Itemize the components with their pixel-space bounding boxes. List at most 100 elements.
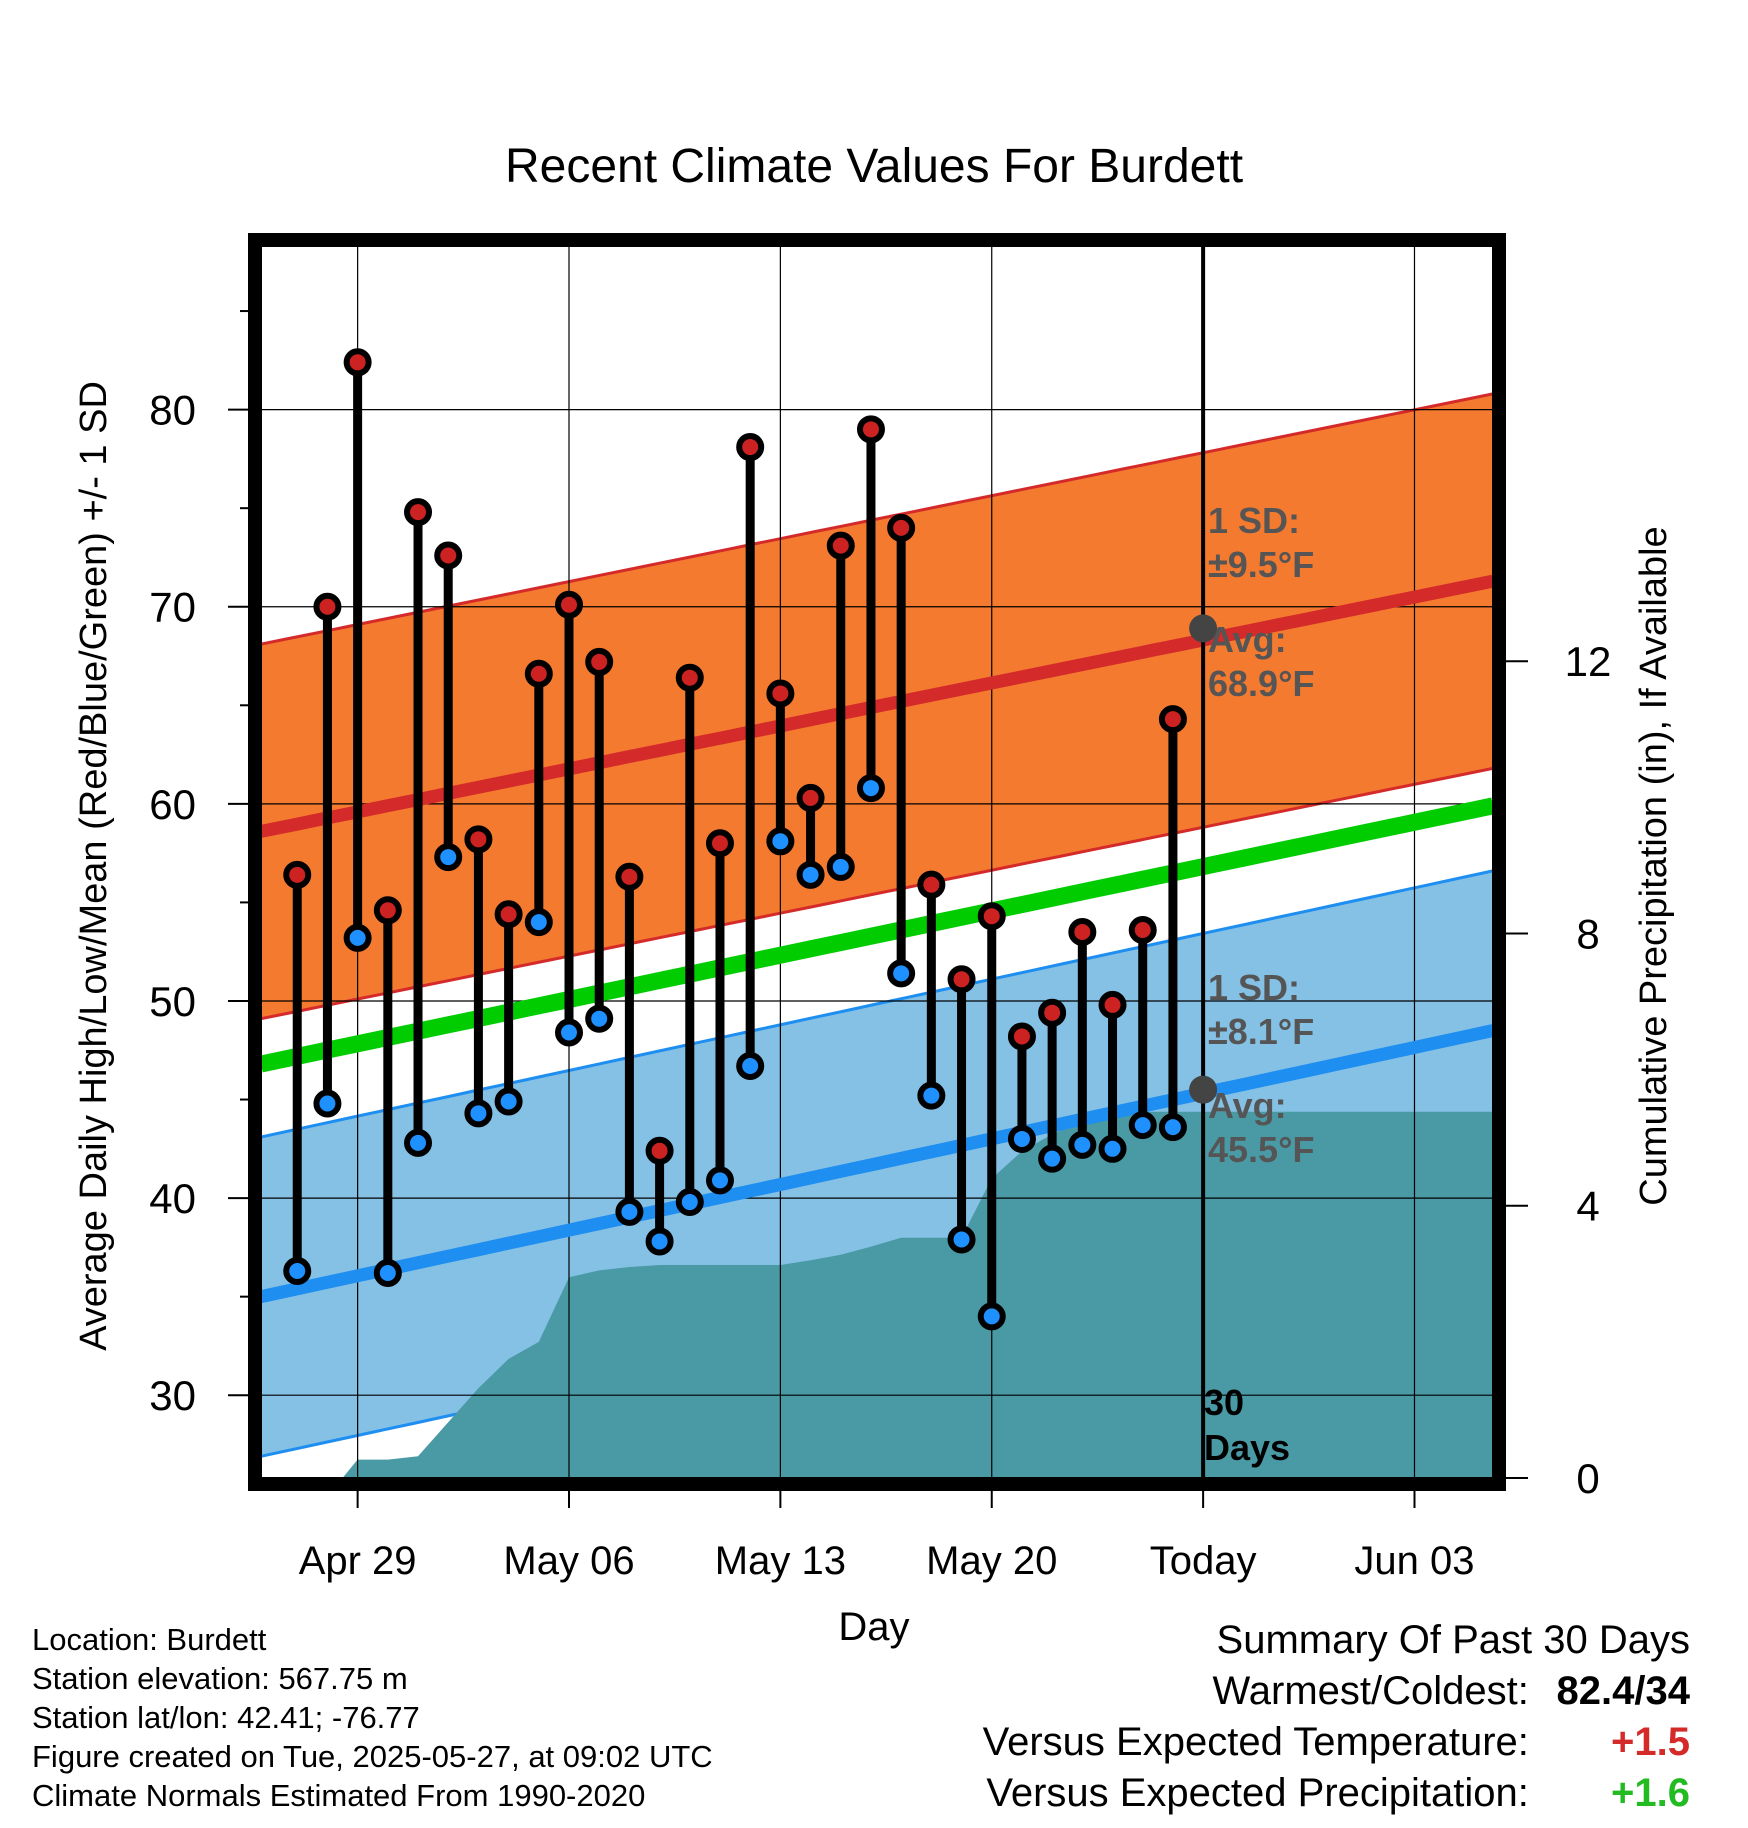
low-point bbox=[796, 860, 825, 889]
temp-label: Versus Expected Temperature: bbox=[982, 1720, 1529, 1764]
high-point bbox=[494, 900, 523, 929]
location-text: Location: Burdett bbox=[32, 1622, 267, 1657]
y2-tick-label: 4 bbox=[1576, 1183, 1599, 1230]
normal-mean-line bbox=[261, 797, 1493, 1073]
temp-value: +1.5 bbox=[1611, 1720, 1690, 1764]
high-point bbox=[856, 415, 885, 444]
y2-tick-label: 0 bbox=[1576, 1455, 1599, 1502]
low-point bbox=[826, 852, 855, 881]
low-point bbox=[705, 1166, 734, 1195]
low-point bbox=[645, 1227, 674, 1256]
low-point bbox=[1128, 1111, 1157, 1140]
low-point bbox=[1098, 1134, 1127, 1163]
chart-title: Recent Climate Values For Burdett bbox=[505, 140, 1243, 193]
high-point bbox=[645, 1136, 674, 1165]
high-point bbox=[705, 829, 734, 858]
high-point bbox=[313, 592, 342, 621]
y-tick-label: 60 bbox=[149, 781, 196, 828]
high-point bbox=[434, 541, 463, 570]
low-point bbox=[434, 843, 463, 872]
high-sd-value: ±9.5°F bbox=[1208, 544, 1314, 585]
normal-low-line bbox=[261, 1024, 1493, 1303]
low-point bbox=[675, 1188, 704, 1217]
high-point bbox=[826, 531, 855, 560]
high-point bbox=[736, 433, 765, 462]
high-point bbox=[1128, 916, 1157, 945]
low-avg-label: Avg: bbox=[1208, 1085, 1287, 1126]
y-tick-label: 80 bbox=[149, 387, 196, 434]
warmest-label: Warmest/Coldest: bbox=[1212, 1669, 1529, 1713]
low-point bbox=[404, 1128, 433, 1157]
y-axis-label: Average Daily High/Low/Mean (Red/Blue/Gr… bbox=[73, 381, 115, 1351]
precip-value: +1.6 bbox=[1611, 1771, 1690, 1815]
x-tick-label: Today bbox=[1150, 1539, 1257, 1583]
high-avg-value: 68.9°F bbox=[1208, 663, 1314, 704]
high-point bbox=[1007, 1022, 1036, 1051]
y-tick-label: 40 bbox=[149, 1175, 196, 1222]
today-low-avg-dot bbox=[1189, 1075, 1218, 1104]
high-point bbox=[917, 870, 946, 899]
low-point bbox=[313, 1089, 342, 1118]
low-point bbox=[343, 923, 372, 952]
high-point bbox=[1098, 990, 1127, 1019]
x-tick-label: May 06 bbox=[503, 1539, 634, 1583]
x-tick-label: May 13 bbox=[715, 1539, 846, 1583]
low-point bbox=[1007, 1124, 1036, 1153]
normal-high-line bbox=[261, 574, 1493, 838]
high-point bbox=[585, 647, 614, 676]
high-point bbox=[1038, 998, 1067, 1027]
y2-tick-label: 12 bbox=[1565, 638, 1612, 685]
summary-panel: Summary Of Past 30 Days Warmest/Coldest:… bbox=[983, 1615, 1690, 1819]
plot-frame bbox=[248, 233, 1506, 1491]
created-text: Figure created on Tue, 2025-05-27, at 09… bbox=[32, 1739, 713, 1774]
high-point bbox=[796, 783, 825, 812]
y2-axis-label: Cumulative Precipitation (in), If Availa… bbox=[1633, 526, 1675, 1205]
summary-title: Summary Of Past 30 Days bbox=[1216, 1618, 1690, 1662]
low-sd-value: ±8.1°F bbox=[1208, 1011, 1314, 1052]
high-point bbox=[1158, 705, 1187, 734]
x-tick-label: Apr 29 bbox=[299, 1539, 417, 1583]
high-point bbox=[887, 513, 916, 542]
warmest-value: 82.4/34 bbox=[1556, 1669, 1690, 1713]
y-tick-label: 50 bbox=[149, 978, 196, 1025]
low-point bbox=[283, 1257, 312, 1286]
latlon-text: Station lat/lon: 42.41; -76.77 bbox=[32, 1700, 420, 1735]
high-point bbox=[555, 590, 583, 619]
high-sd-label: 1 SD: bbox=[1208, 500, 1300, 541]
today-high-avg-dot bbox=[1189, 614, 1218, 643]
y-tick-label: 30 bbox=[149, 1372, 196, 1419]
low-point bbox=[464, 1099, 493, 1128]
high-avg-label: Avg: bbox=[1208, 619, 1287, 660]
x-tick-label: Jun 03 bbox=[1354, 1539, 1474, 1583]
low-point bbox=[1038, 1144, 1067, 1173]
normals-text: Climate Normals Estimated From 1990-2020 bbox=[32, 1778, 646, 1813]
high-point bbox=[675, 663, 704, 692]
low-point bbox=[555, 1018, 583, 1047]
low-point bbox=[856, 774, 885, 803]
low-point bbox=[373, 1258, 402, 1287]
high-point bbox=[766, 679, 795, 708]
high-point bbox=[464, 825, 493, 854]
low-point bbox=[615, 1197, 644, 1226]
low-point bbox=[947, 1225, 976, 1254]
high-point bbox=[615, 862, 644, 891]
low-point bbox=[524, 908, 553, 937]
high-point bbox=[373, 896, 402, 925]
low-point bbox=[887, 959, 916, 988]
low-point bbox=[736, 1052, 765, 1081]
y2-tick-label: 8 bbox=[1576, 910, 1599, 957]
x-axis-label: Day bbox=[838, 1605, 909, 1649]
high-point bbox=[404, 498, 433, 527]
high-sd-band-upper-edge bbox=[261, 392, 1493, 646]
low-point bbox=[766, 827, 795, 856]
precip-area bbox=[342, 1111, 1493, 1478]
low-sd-band-upper-edge bbox=[261, 869, 1493, 1139]
low-point bbox=[1158, 1113, 1187, 1142]
high-point bbox=[524, 659, 553, 688]
low-point bbox=[585, 1004, 614, 1033]
high-point bbox=[283, 860, 312, 889]
high-point bbox=[1068, 917, 1097, 946]
days-word-label: Days bbox=[1204, 1427, 1290, 1468]
low-point bbox=[494, 1087, 523, 1116]
